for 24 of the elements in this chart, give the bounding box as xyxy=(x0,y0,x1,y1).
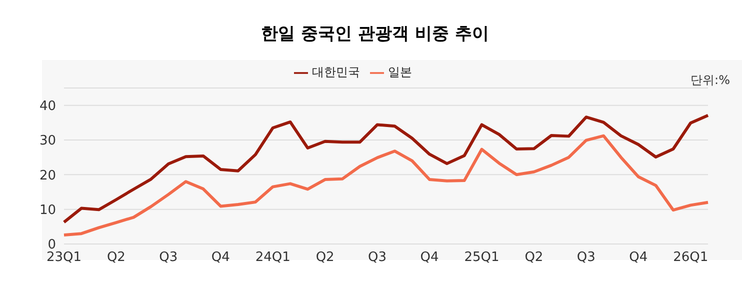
x-tick-label: Q2 xyxy=(524,250,544,266)
x-tick-label: Q4 xyxy=(211,250,230,266)
x-tick-label: Q2 xyxy=(316,250,334,266)
text: 단위:% xyxy=(690,72,730,89)
x-tick-label: 25Q1 xyxy=(464,250,500,266)
x-tick-label: Q4 xyxy=(420,250,439,266)
x-tick-label: 26Q1 xyxy=(673,250,708,266)
legend-label: 일본 xyxy=(388,65,412,79)
y-tick-label: 10 xyxy=(39,202,56,218)
y-tick-label: 40 xyxy=(39,98,56,114)
x-tick-label: Q3 xyxy=(159,250,178,266)
x-tick-label: Q3 xyxy=(576,250,596,266)
legend-label: 대한민국 xyxy=(312,65,360,79)
x-tick-label: 23Q1 xyxy=(46,250,82,266)
line-series xyxy=(62,114,710,224)
chart-title: 한일 중국인 관광객 비중 추이 xyxy=(260,23,490,46)
x-tick-label: Q4 xyxy=(629,250,648,266)
x-tick-label: Q2 xyxy=(106,250,126,266)
x-tick-label: Q3 xyxy=(368,250,387,266)
x-tick-label: 24Q1 xyxy=(255,250,290,266)
y-tick-label: 30 xyxy=(39,134,56,149)
line-series xyxy=(62,134,710,236)
y-tick-label: 20 xyxy=(39,168,56,184)
y-tick-label: 0 xyxy=(48,238,56,253)
